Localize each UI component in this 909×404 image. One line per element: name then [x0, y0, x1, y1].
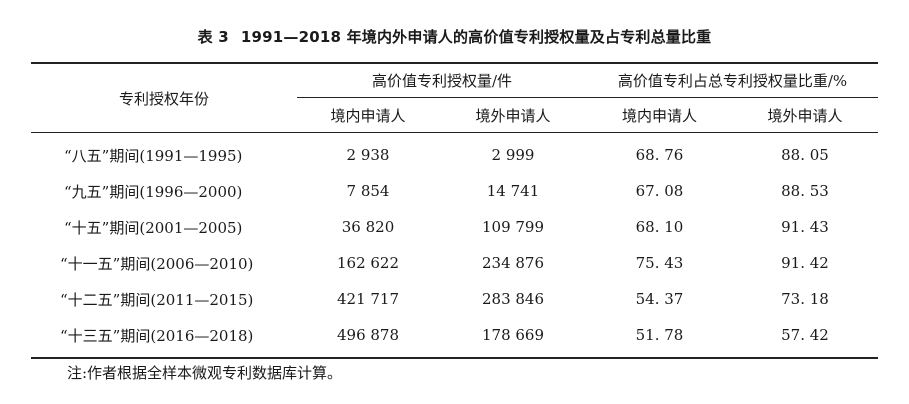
share-domestic-cell: 68. 76: [635, 146, 684, 164]
share-domestic-cell: 51. 78: [587, 317, 732, 359]
count-foreign-cell: 283 846: [481, 290, 545, 308]
share-foreign-cell: 73. 18: [781, 290, 829, 308]
count-foreign-cell: 178 669: [439, 317, 587, 359]
share-foreign-cell: 88. 53: [781, 182, 829, 200]
share-domestic-cell: 75. 43: [635, 254, 684, 272]
count-domestic-cell: 7 854: [346, 182, 390, 200]
table-row: “十二五”期间(2011—2015) 421 717 283 846 54. 3…: [31, 281, 878, 317]
share-domestic-cell: 68. 10: [635, 218, 684, 236]
period-cell: “九五”期间(1996—2000): [64, 182, 243, 201]
count-domestic-cell: 36 820: [341, 218, 395, 236]
table-title: 表 3 1991—2018 年境内外申请人的高价值专利授权量及占专利总量比重: [0, 26, 909, 47]
share-domestic-cell: 54. 37: [635, 290, 684, 308]
period-cell: “十五”期间(2001—2005): [64, 218, 243, 237]
table-row: “十三五”期间(2016—2018) 496 878 178 669 51. 7…: [31, 317, 878, 359]
count-foreign-cell: 109 799: [481, 218, 545, 236]
share-domestic-cell: 67. 08: [635, 182, 684, 200]
table-row: “十一五”期间(2006—2010) 162 622 234 876 75. 4…: [31, 245, 878, 281]
count-foreign-cell: 14 741: [486, 182, 540, 200]
share-foreign-cell: 91. 42: [781, 254, 829, 272]
period-cell: “十一五”期间(2006—2010): [60, 254, 254, 273]
table-row: “八五”期间(1991—1995) 2 938 2 999 68. 76 88.…: [31, 133, 878, 174]
count-domestic-cell: 421 717: [336, 290, 400, 308]
table-title-text: 1991—2018 年境内外申请人的高价值专利授权量及占专利总量比重: [240, 28, 712, 46]
count-foreign-cell: 2 999: [491, 146, 535, 164]
table-number: 表 3: [197, 28, 229, 46]
count-domestic-cell: 496 878: [297, 317, 439, 359]
table-row: “九五”期间(1996—2000) 7 854 14 741 67. 08 88…: [31, 173, 878, 209]
table-note: 注:作者根据全样本微观专利数据库计算。: [67, 364, 343, 382]
subheader-count-domestic: 境内申请人: [297, 97, 439, 133]
table-row: “十五”期间(2001—2005) 36 820 109 799 68. 10 …: [31, 209, 878, 245]
count-domestic-cell: 162 622: [336, 254, 400, 272]
share-foreign-cell: 91. 43: [781, 218, 829, 236]
group-header-share: 高价值专利占总专利授权量比重/%: [587, 62, 878, 98]
share-foreign-cell: 88. 05: [781, 146, 829, 164]
subheader-share-domestic: 境内申请人: [587, 97, 732, 133]
period-cell: “十三五”期间(2016—2018): [31, 317, 297, 359]
row-header: 专利授权年份: [31, 62, 297, 133]
patent-table: 专利授权年份 高价值专利授权量/件 高价值专利占总专利授权量比重/% 境内申请人…: [31, 62, 878, 359]
count-foreign-cell: 234 876: [481, 254, 545, 272]
period-cell: “八五”期间(1991—1995): [64, 146, 243, 165]
group-header-count: 高价值专利授权量/件: [297, 62, 587, 98]
share-foreign-cell: 57. 42: [732, 317, 878, 359]
period-cell: “十二五”期间(2011—2015): [60, 290, 254, 309]
count-domestic-cell: 2 938: [346, 146, 390, 164]
subheader-count-foreign: 境外申请人: [439, 97, 587, 133]
subheader-share-foreign: 境外申请人: [732, 97, 878, 133]
